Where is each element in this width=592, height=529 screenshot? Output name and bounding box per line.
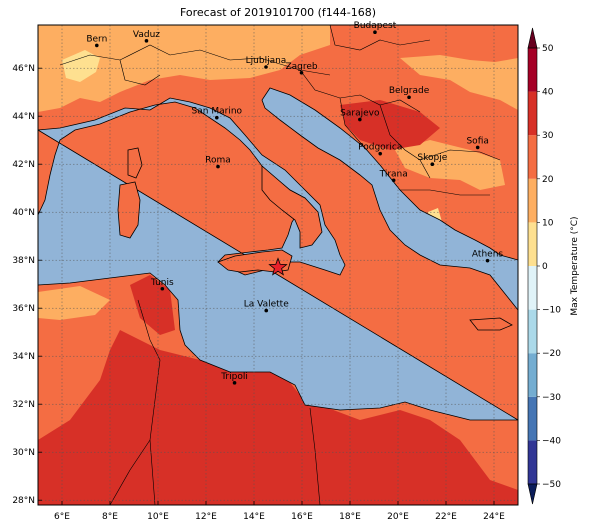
city-dot (215, 115, 219, 120)
colorbar-tick-label: −10 (542, 306, 561, 316)
temperature-zone-light-north (38, 25, 330, 112)
lon-tick-label: 18°E (339, 512, 361, 522)
colorbar-segment (528, 48, 537, 92)
forecast-point-star-icon (268, 257, 288, 276)
city-dot (264, 308, 269, 313)
colorbar-under-arrow (527, 483, 538, 505)
city-dot (232, 381, 237, 385)
temperature-zone-light-balkan (395, 140, 505, 190)
temperature-zone-hot-tunisia (130, 275, 175, 335)
lon-tick-label: 12°E (195, 512, 217, 522)
map-title: Forecast of 2019101700 (f144-168) (179, 6, 377, 19)
colorbar-tick-label: 50 (542, 44, 554, 54)
temperature-zone-light-africa-coast (38, 286, 110, 320)
city-label: Zagreb (285, 62, 317, 72)
lat-tick-label: 28°N (12, 496, 35, 506)
colorbar-segment (528, 353, 537, 397)
country-borders (59, 25, 501, 505)
colorbar-over-arrow (527, 27, 538, 49)
lon-tick-label: 24°E (483, 512, 505, 522)
city-label: San Marino (192, 107, 243, 117)
lon-tick-label: 8°E (102, 512, 118, 522)
colorbar-tick-label: 0 (542, 262, 548, 272)
city-label: Roma (205, 156, 231, 166)
city-label: Tunis (150, 278, 174, 288)
city-label: Belgrade (389, 86, 430, 96)
colorbar-tick-label: 40 (542, 88, 554, 98)
colorbar-segment (528, 440, 537, 484)
lat-tick-label: 32°N (12, 400, 35, 410)
city-dot (299, 70, 304, 75)
italy-coast (261, 165, 323, 249)
lon-tick-label: 6°E (54, 512, 70, 522)
lat-tick-label: 34°N (12, 352, 35, 362)
colorbar-tick-label: 30 (542, 131, 554, 141)
city-dot (216, 164, 220, 169)
temperature-zone-light-northeast (400, 55, 518, 110)
temperature-zone-hot-balkan (340, 100, 440, 150)
crete (469, 317, 513, 331)
city-dot (430, 162, 435, 166)
temperature-zone-pale-alps (62, 50, 100, 82)
forecast-point-layer (268, 257, 288, 276)
graticule (38, 25, 518, 505)
city-label: Sofia (466, 136, 488, 146)
lat-tick-label: 38°N (12, 256, 35, 266)
colorbar-segment (528, 91, 537, 136)
city-dot (391, 178, 396, 183)
lon-tick-label: 10°E (147, 512, 169, 522)
lat-tick-label: 44°N (12, 112, 35, 122)
city-label: Sarajevo (340, 109, 380, 119)
lon-tick-label: 16°E (291, 512, 313, 522)
colorbar-segment (528, 178, 537, 223)
colorbar-tick-label: −30 (542, 393, 561, 403)
lon-tick-label: 20°E (387, 512, 409, 522)
city-dot (358, 117, 362, 122)
colorbar-segment (528, 266, 537, 310)
city-dot (475, 145, 480, 150)
colorbar-label: Max Temperature (°C) (570, 216, 580, 315)
axis-ticks: 6°E 8°E 10°E 12°E 14°E 16°E 18°E 20°E 22°E 24°E 28… (12, 64, 505, 522)
colorbar-tick-label: 10 (542, 218, 554, 228)
lat-tick-label: 42°N (12, 160, 35, 170)
city-label: Ljubljana (246, 56, 287, 66)
city-dot (95, 43, 99, 48)
colorbar-segment (528, 309, 537, 354)
lat-tick-label: 40°N (12, 208, 35, 218)
lon-tick-label: 22°E (435, 512, 457, 522)
map-frame (37, 24, 519, 506)
city-label: Vaduz (133, 30, 160, 40)
colorbar: 50 40 30 20 10 0 −10 −20 −30 −40 −50 Max Temperatur… (527, 27, 580, 505)
city-label: La Valette (244, 300, 289, 310)
city-label: Athens (472, 250, 503, 260)
city-dot (407, 95, 411, 100)
city-label: Podgorica (358, 143, 402, 153)
corsica (127, 147, 143, 179)
city-label: Tripoli (220, 372, 248, 382)
city-label: Skopje (417, 153, 447, 163)
city-label: Budapest (354, 21, 397, 31)
city-dot (485, 258, 490, 263)
colorbar-tick-label: −20 (542, 349, 561, 359)
city-label: Bern (86, 34, 107, 44)
colorbar-segment (528, 222, 537, 266)
lat-tick-label: 46°N (12, 64, 35, 74)
colorbar-tick-label: −40 (542, 436, 561, 446)
lat-tick-label: 30°N (12, 448, 35, 458)
colorbar-tick-label: 20 (542, 175, 554, 185)
sardinia (117, 181, 141, 239)
colorbar-segment (528, 396, 537, 441)
city-dot (373, 30, 377, 34)
city-dot (378, 151, 383, 156)
colorbar-tick-label: −50 (542, 480, 561, 490)
lon-tick-label: 14°E (243, 512, 265, 522)
colorbar-segment (528, 135, 537, 179)
city-dot (144, 39, 149, 43)
city-dot (264, 65, 268, 69)
city-dot (160, 286, 165, 291)
lat-tick-label: 36°N (12, 304, 35, 314)
city-label: Tirana (379, 169, 408, 179)
